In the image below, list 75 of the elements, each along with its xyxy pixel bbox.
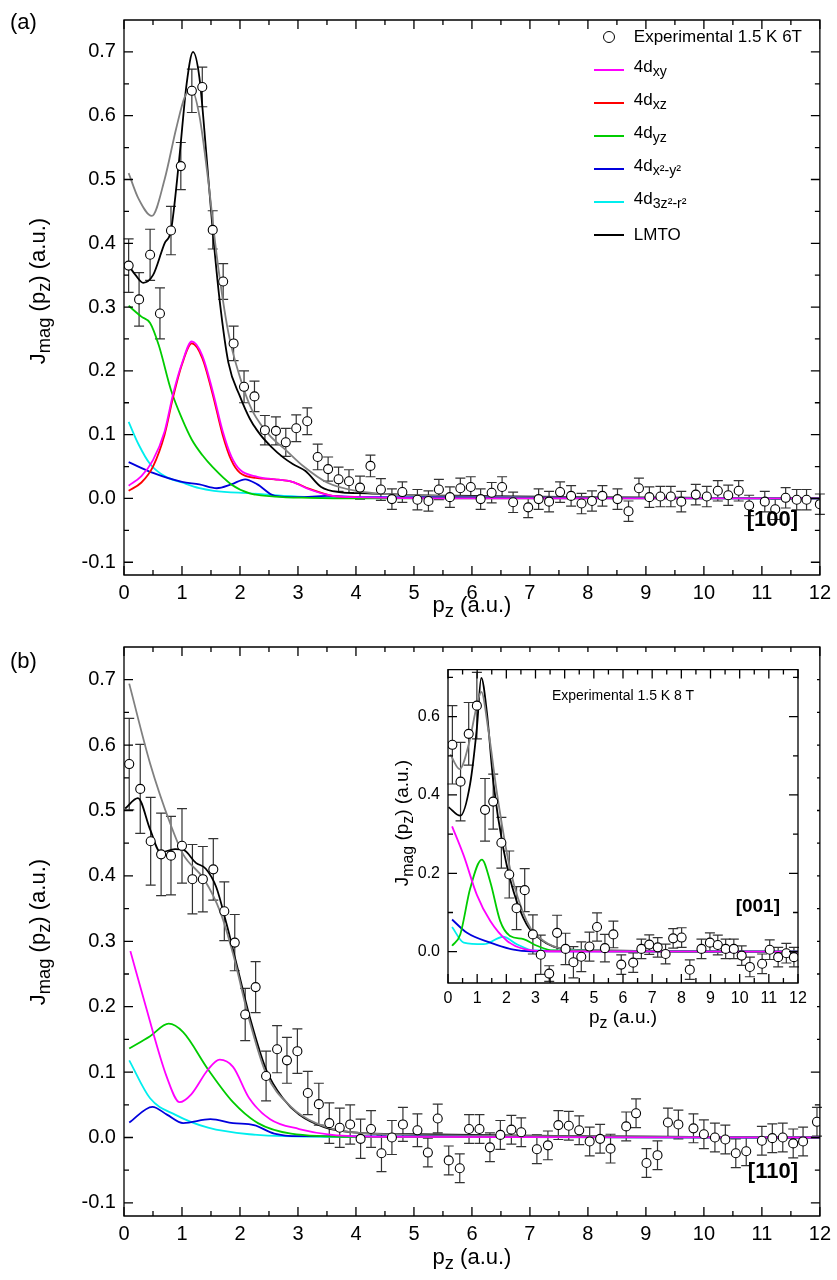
y-tick-label: -0.1	[81, 1190, 116, 1213]
y-tick-label: 0.6	[417, 707, 441, 725]
x-tick-label: 3	[531, 989, 541, 1007]
y-tick-label: 0.7	[88, 39, 116, 62]
x-tick-label: 10	[730, 989, 749, 1007]
x-tick-label: 11	[751, 1221, 773, 1244]
x-tick-label: 4	[560, 989, 570, 1007]
chart-title: (b)	[10, 648, 37, 674]
x-tick-label: 6	[618, 989, 628, 1007]
x-tick-label: 8	[582, 580, 594, 603]
x-tick-label: 12	[808, 580, 831, 603]
x-tick-label: 7	[524, 580, 536, 603]
x-tick-label: 4	[350, 580, 362, 603]
x-tick-label: 9	[706, 989, 716, 1007]
x-tick-label: 0	[118, 1221, 130, 1244]
x-tick-label: 5	[408, 580, 420, 603]
x-tick-label: 0	[443, 989, 453, 1007]
y-tick-label: -0.1	[81, 549, 116, 572]
x-tick-label: 2	[234, 1221, 246, 1244]
x-tick-label: 8	[582, 1221, 594, 1244]
y-tick-label: 0.1	[88, 1059, 116, 1082]
x-tick-label: 5	[408, 1221, 420, 1244]
x-tick-label: 11	[751, 580, 773, 603]
legend-label: Experimental 1.5 K 6T	[633, 26, 802, 48]
y-tick-label: 0.2	[417, 863, 441, 881]
y-tick-label: 0.3	[88, 294, 116, 317]
x-tick-label: 1	[176, 1221, 188, 1244]
y-tick-label: 0.0	[88, 485, 116, 508]
x-tick-label: 2	[501, 989, 511, 1007]
x-tick-label: 10	[692, 580, 716, 603]
y-tick-label: 0.4	[417, 785, 441, 803]
legend-label: 4d$_{xy}$	[633, 56, 667, 82]
x-tick-label: 1	[176, 580, 188, 603]
x-tick-label: 9	[640, 1221, 652, 1244]
x-axis-title: p$_{z}$ (a.u.)	[432, 1243, 512, 1275]
x-tick-label: 0	[118, 580, 130, 603]
y-tick-label: 0.6	[88, 103, 116, 126]
annotation: [110]	[747, 1158, 798, 1184]
x-tick-label: 6	[466, 1221, 478, 1244]
annotation: [001]	[735, 895, 780, 917]
x-axis-title: p$_{z}$ (a.u.)	[588, 1006, 658, 1032]
annotation: [100]	[746, 506, 798, 532]
y-tick-label: 0.5	[88, 167, 116, 189]
y-tick-label: 0.4	[88, 863, 116, 886]
x-tick-label: 8	[676, 989, 686, 1007]
y-tick-label: 0.5	[88, 798, 116, 821]
chart-title: (a)	[10, 9, 37, 35]
x-tick-label: 10	[692, 1221, 716, 1244]
y-tick-label: 0.1	[88, 422, 116, 445]
annotation: Experimental 1.5 K 8 T	[551, 687, 695, 703]
legend-label: 4d$_{x²-y²}$	[633, 155, 682, 181]
y-tick-label: 0.0	[417, 942, 441, 960]
x-tick-label: 7	[524, 1221, 536, 1244]
x-tick-label: 5	[589, 989, 599, 1007]
x-tick-label: 2	[234, 580, 246, 603]
x-tick-label: 3	[292, 580, 304, 603]
y-tick-label: 0.7	[88, 667, 116, 690]
x-tick-label: 7	[647, 989, 657, 1007]
x-tick-label: 1	[472, 989, 482, 1007]
legend-label: 4d$_{xz}$	[633, 89, 667, 115]
legend-label: LMTO	[633, 224, 681, 246]
y-tick-label: 0.2	[88, 358, 116, 381]
legend-label: 4d$_{yz}$	[633, 122, 667, 148]
y-tick-label: 0.0	[88, 1125, 116, 1148]
x-tick-label: 12	[789, 989, 807, 1007]
legend-label: 4d$_{3z²-r²}$	[633, 188, 687, 214]
x-tick-label: 4	[350, 1221, 362, 1244]
y-tick-label: 0.3	[88, 928, 116, 951]
y-tick-label: 0.6	[88, 732, 116, 755]
x-tick-label: 12	[808, 1221, 831, 1244]
x-tick-label: 3	[292, 1221, 304, 1244]
x-tick-label: 9	[640, 580, 652, 603]
y-tick-label: 0.2	[88, 994, 116, 1017]
x-tick-label: 11	[760, 989, 778, 1007]
y-tick-label: 0.4	[88, 230, 116, 253]
